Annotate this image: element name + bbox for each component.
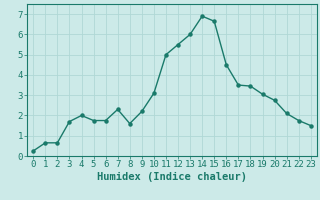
X-axis label: Humidex (Indice chaleur): Humidex (Indice chaleur) <box>97 172 247 182</box>
